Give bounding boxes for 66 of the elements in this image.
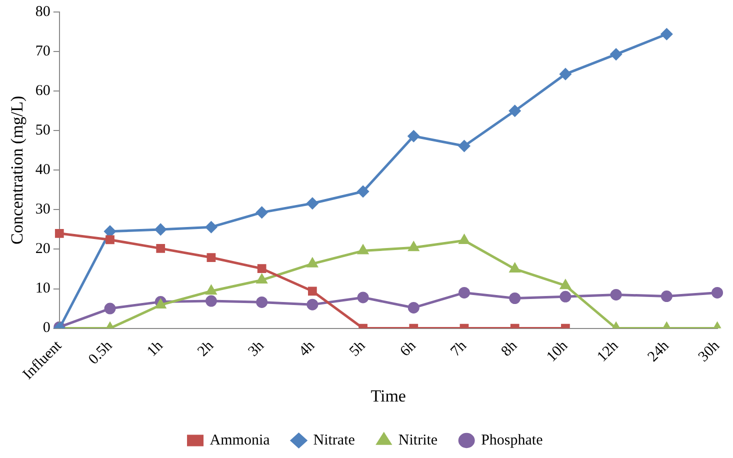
point [458,286,470,298]
point [257,264,266,274]
x-tick-label: 10h [544,338,572,366]
point [206,285,216,295]
legend-label: Nitrate [313,432,356,448]
point [306,198,318,210]
point [610,48,622,60]
point [156,244,166,253]
point [408,302,420,314]
y-tick-label: 30 [35,202,50,218]
x-axis-title: Time [370,386,406,406]
point [106,235,114,244]
point [660,28,672,40]
point [458,140,470,152]
x-tick-label: 3h [246,338,268,360]
x-tick-label: 30h [696,338,724,366]
x-tick-label: 8h [498,338,521,360]
point [306,298,318,310]
point [155,299,166,308]
point [358,245,368,254]
y-tick-label: 20 [35,241,50,258]
point [560,290,572,302]
point [660,290,672,302]
point [509,105,521,117]
point [560,68,572,80]
y-tick-label: 60 [35,83,50,100]
point [307,258,318,268]
point [610,288,622,300]
x-tick-label: 7h [448,338,470,360]
point [256,206,268,218]
y-tick-label: 10 [35,280,50,297]
point [509,292,521,304]
x-tick-label: 5h [346,338,369,360]
x-tick-label: 1h [144,338,167,360]
point [256,274,267,284]
x-tick-label: 24h [645,338,673,366]
point [357,292,369,304]
point [510,263,520,272]
point [54,228,64,238]
y-tick-label: 80 [35,4,50,20]
y-tick-label: 0 [42,320,50,336]
x-tick-label: 4h [296,338,318,360]
point [712,286,724,298]
y-tick-label: 70 [35,43,50,60]
legend-label: Nitrite [398,432,438,448]
point [357,186,369,198]
point [408,130,420,142]
y-tick-label: 50 [35,122,50,139]
point [256,296,268,308]
point [560,280,571,290]
y-tick-label: 40 [35,162,50,178]
x-tick-label: 0.5h [86,338,116,368]
point [205,221,217,233]
point [206,253,216,262]
legend-label: Ammonia [210,432,270,448]
x-tick-label: 6h [397,338,420,360]
point [459,234,470,244]
x-tick-label: 2h [194,338,218,360]
point [154,224,166,236]
point [104,302,116,314]
x-tick-label: 12h [594,338,622,366]
legend-label: Phosphate [481,432,544,448]
point [408,242,419,252]
point [205,295,217,307]
y-axis-title: Concentration (mg/L) [8,96,27,245]
point [308,286,317,296]
